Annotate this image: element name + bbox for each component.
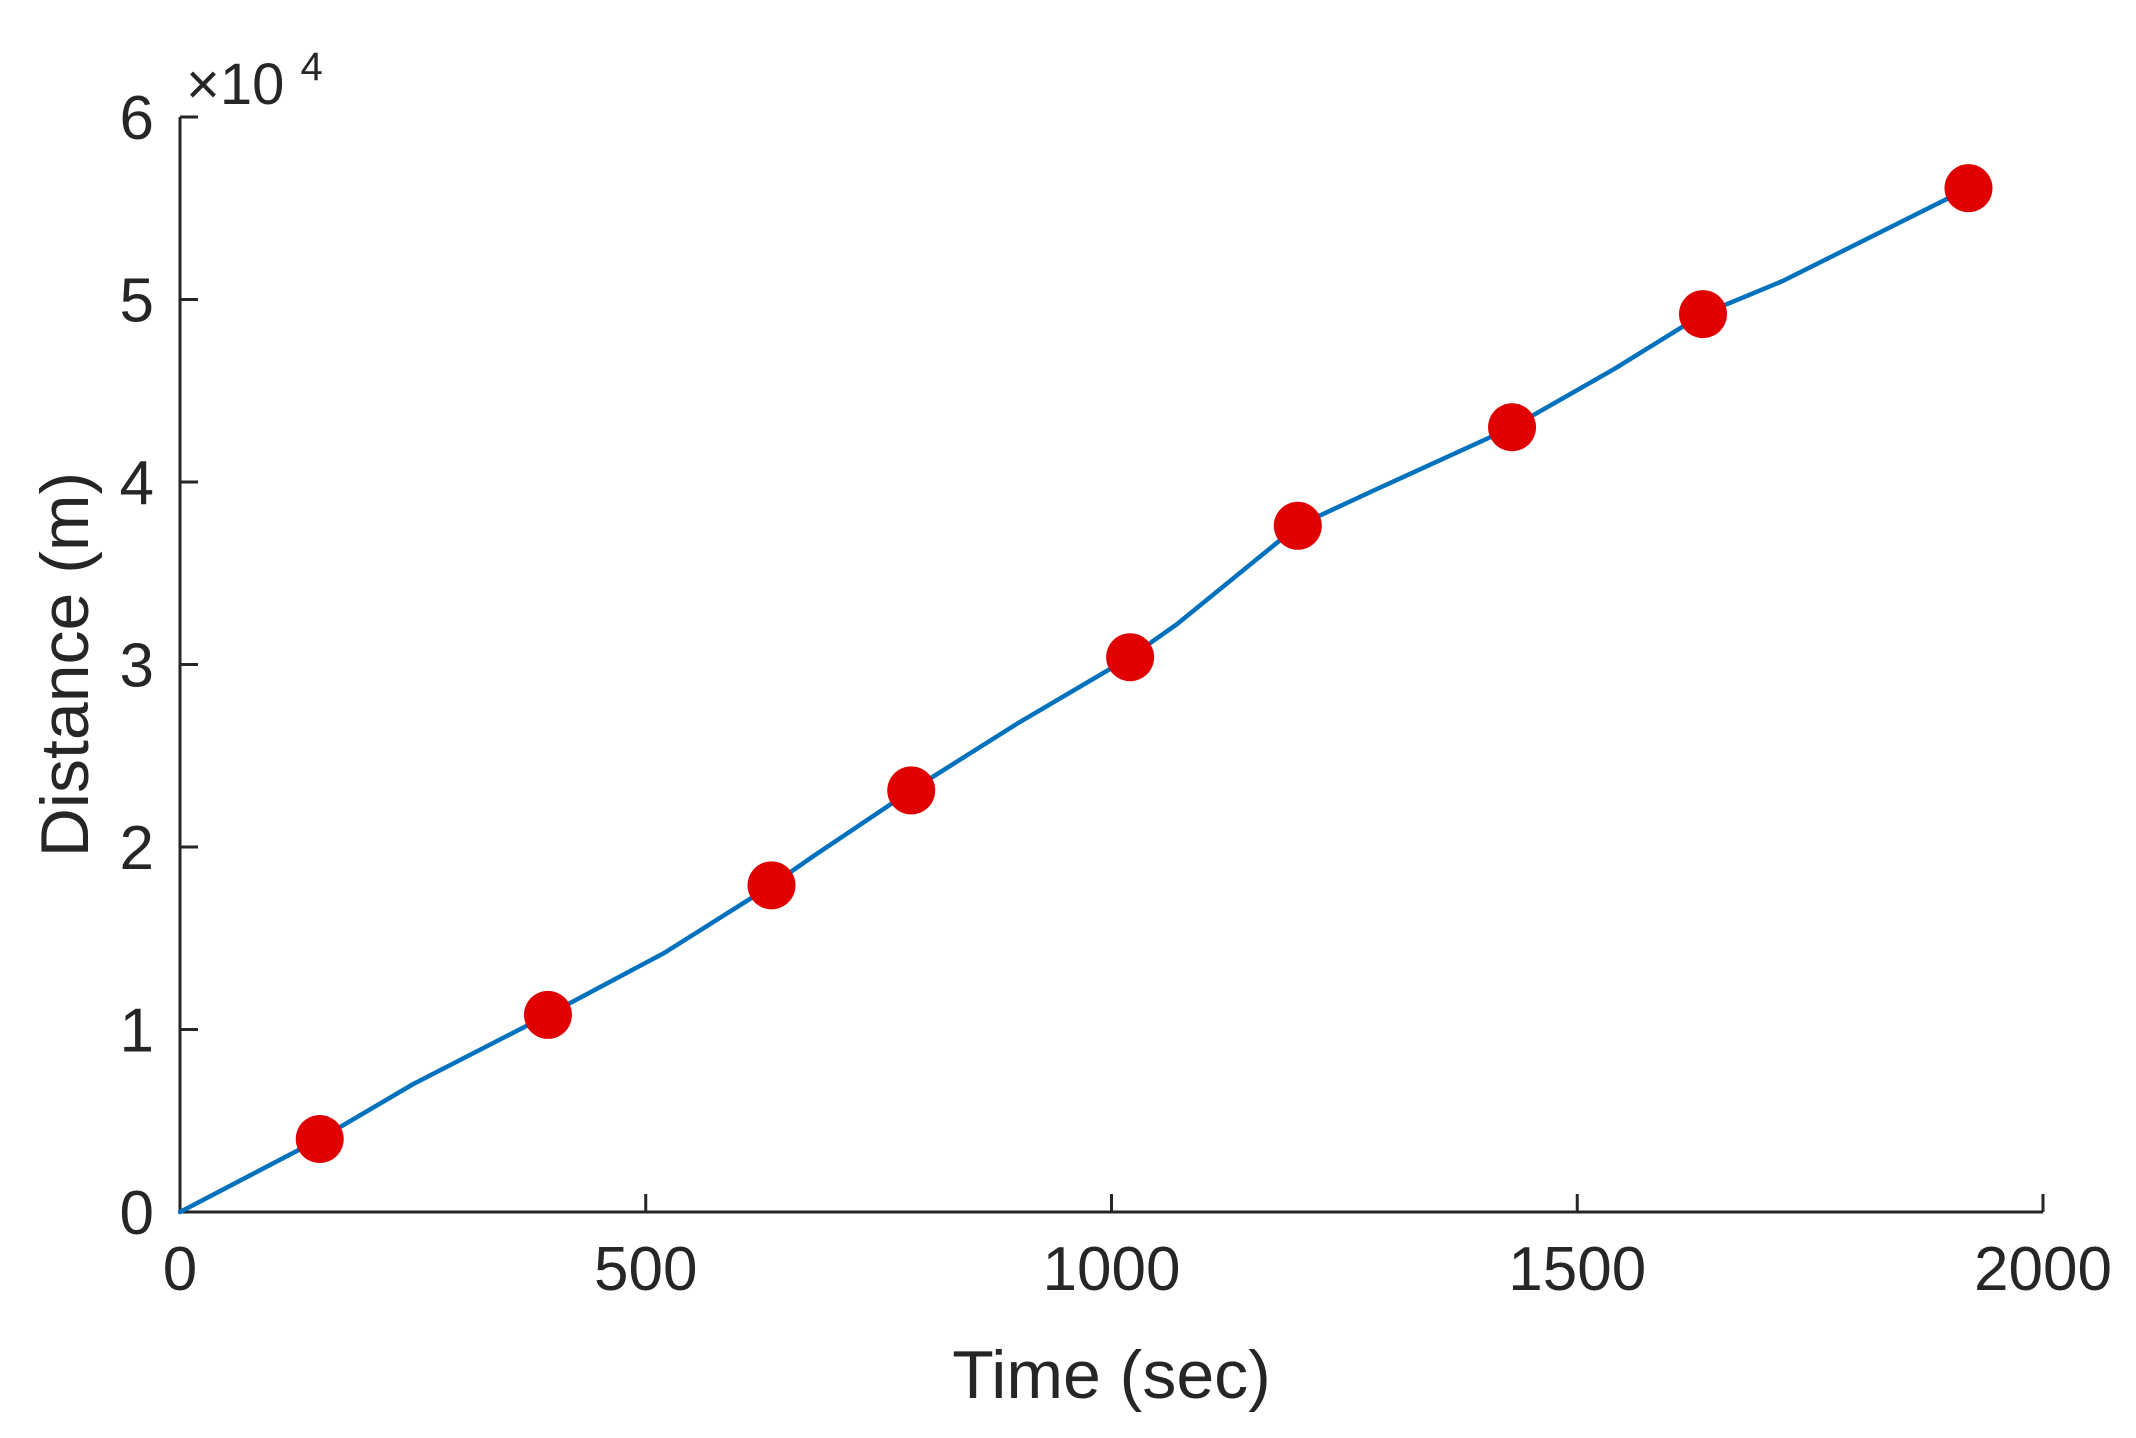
- x-tick-label: 1000: [1043, 1235, 1181, 1304]
- data-point-marker: [887, 766, 936, 815]
- y-axis-title: Distance (m): [27, 472, 103, 857]
- y-tick-label: 3: [120, 632, 154, 701]
- tick-marks: [178, 115, 2045, 1214]
- y-tick-label: 1: [120, 997, 154, 1066]
- series-layer: [177, 164, 1993, 1215]
- data-point-marker: [1488, 403, 1537, 452]
- x-tick-label: 2000: [1974, 1235, 2112, 1304]
- x-tick-label: 1500: [1508, 1235, 1646, 1304]
- y-axis-exponent-label: ×10 4: [186, 45, 323, 117]
- data-point-marker: [523, 990, 572, 1039]
- y-tick-label: 6: [120, 84, 154, 153]
- x-tick-label: 500: [594, 1235, 697, 1304]
- data-point-marker: [747, 861, 796, 910]
- exponent-power: 4: [301, 45, 323, 89]
- data-point-marker: [1106, 633, 1155, 682]
- x-axis-title: Time (sec): [952, 1337, 1271, 1413]
- x-tick-label: 0: [163, 1235, 197, 1304]
- distance-line: [177, 185, 1971, 1215]
- y-tick-label: 4: [120, 449, 154, 518]
- y-tick-label: 2: [120, 814, 154, 883]
- data-point-marker: [1273, 501, 1322, 550]
- exponent-base: ×10: [186, 52, 284, 117]
- data-point-marker: [1944, 164, 1993, 213]
- data-point-marker: [1679, 290, 1728, 339]
- data-point-marker: [295, 1115, 344, 1163]
- y-tick-label: 0: [120, 1179, 154, 1248]
- y-tick-label: 5: [120, 267, 154, 336]
- tick-labels: 0 500 1000 1500 2000 0 1 2 3 4 5 6: [120, 84, 2112, 1304]
